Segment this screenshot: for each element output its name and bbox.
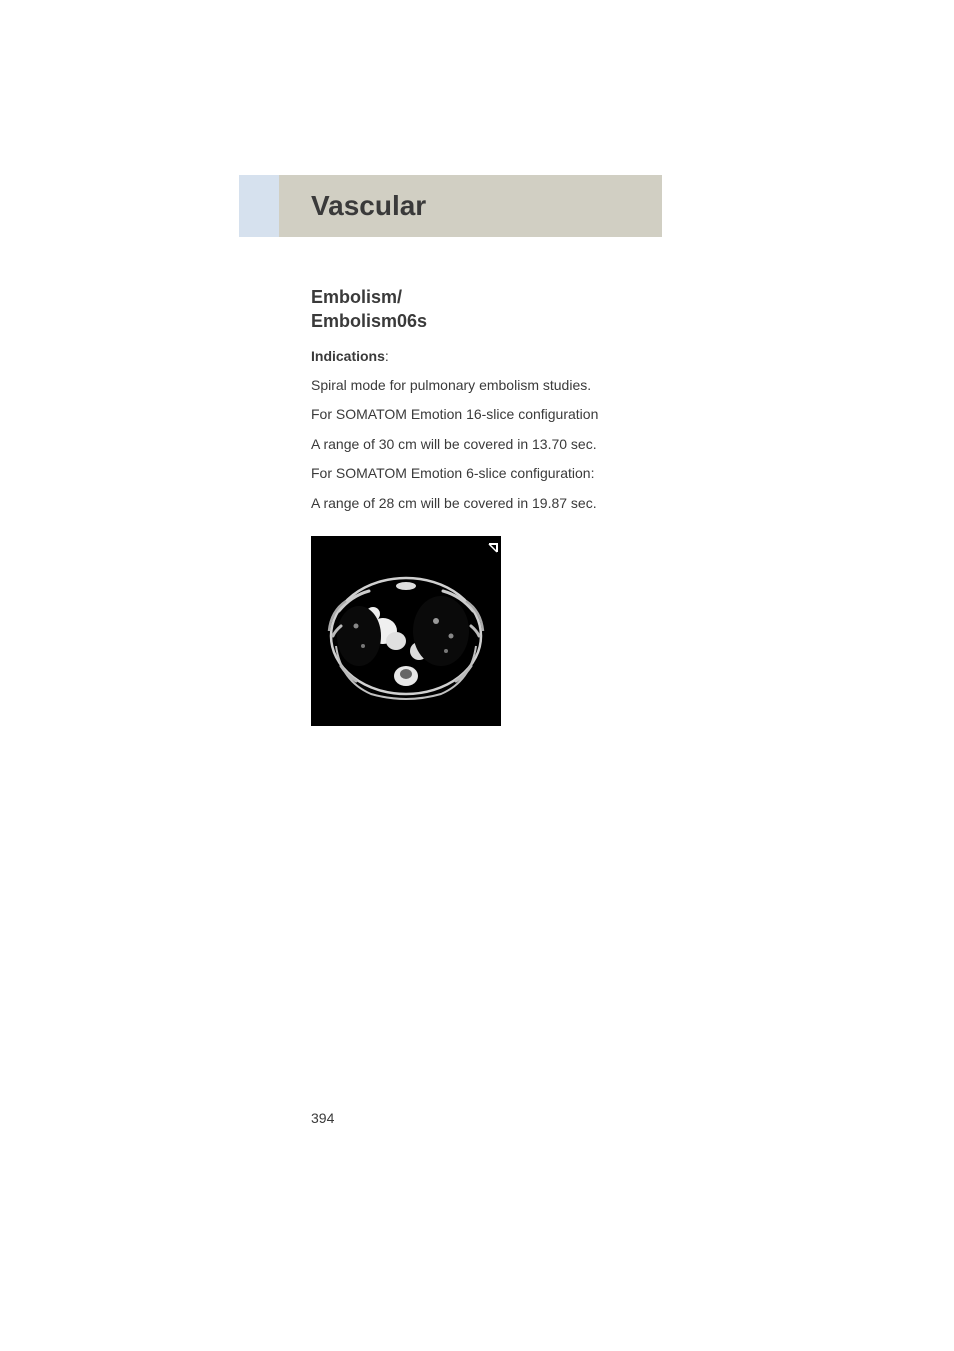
body-line-1: Spiral mode for pulmonary embolism studi…: [311, 376, 671, 396]
body-line-2: For SOMATOM Emotion 16-slice configurati…: [311, 405, 671, 425]
header-title: Vascular: [311, 190, 426, 222]
section-title-line1: Embolism/: [311, 287, 402, 307]
page-number: 394: [311, 1110, 334, 1126]
indications-bold: Indications: [311, 348, 385, 364]
section-title: Embolism/ Embolism06s: [311, 285, 671, 334]
ct-scan-svg: [311, 536, 501, 726]
indications-label: Indications:: [311, 348, 671, 364]
section-title-line2: Embolism06s: [311, 311, 427, 331]
header-accent: [239, 175, 279, 237]
body-line-3: A range of 30 cm will be covered in 13.7…: [311, 435, 671, 455]
indications-suffix: :: [385, 348, 389, 364]
content-area: Embolism/ Embolism06s Indications: Spira…: [311, 285, 671, 726]
body-line-4: For SOMATOM Emotion 6-slice configuratio…: [311, 464, 671, 484]
header-bar: Vascular: [239, 175, 954, 237]
header-main: Vascular: [279, 175, 662, 237]
page-container: Vascular Embolism/ Embolism06s Indicatio…: [0, 0, 954, 1351]
body-line-5: A range of 28 cm will be covered in 19.8…: [311, 494, 671, 514]
ct-scan-image: [311, 536, 501, 726]
